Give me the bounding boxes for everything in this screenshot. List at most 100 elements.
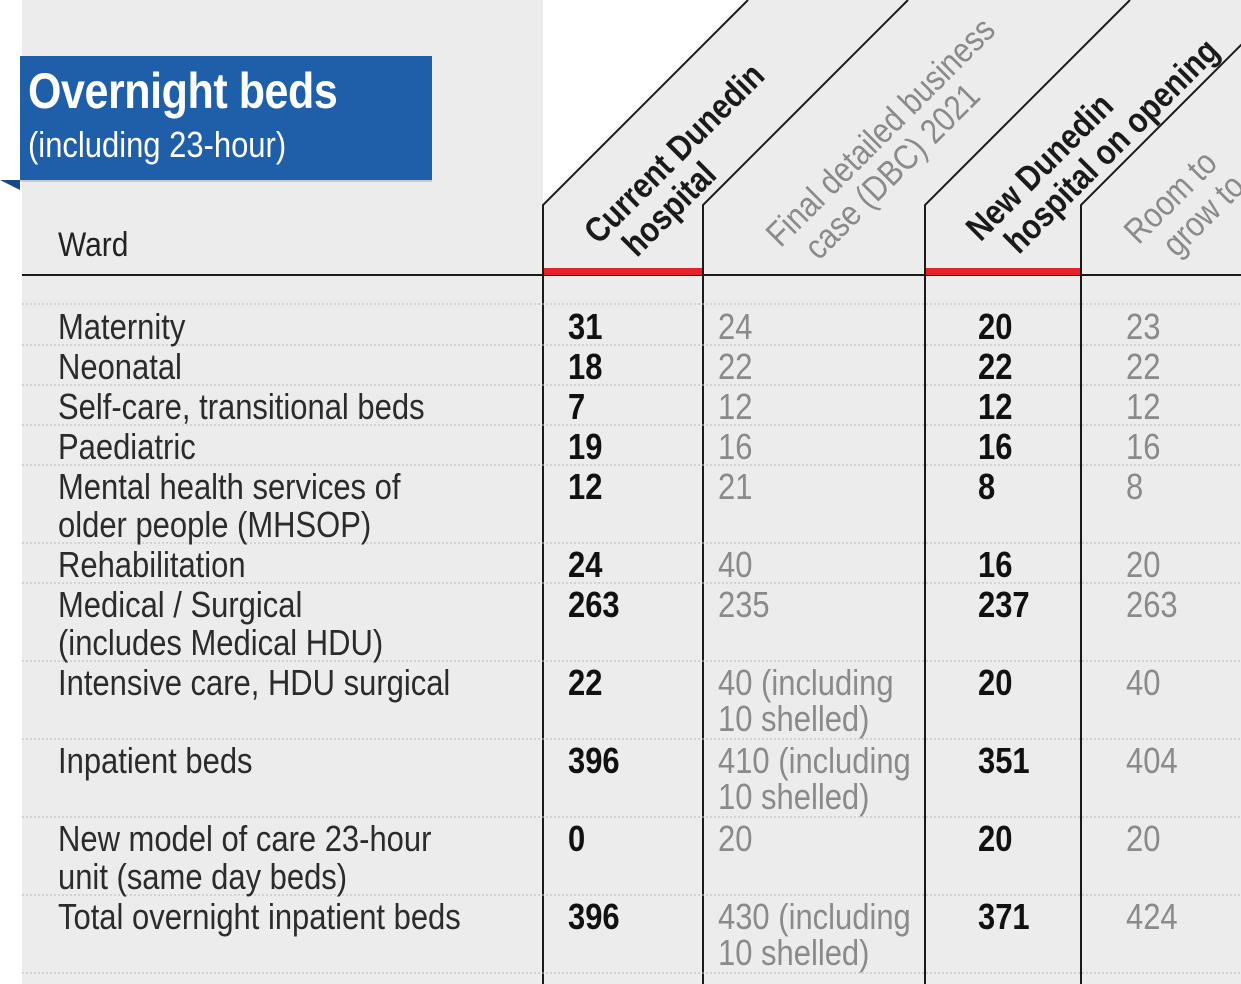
ward-label: Mental health services of [58,469,456,505]
ward-label-text: unit (same day beds) [58,856,348,897]
value-text: 12 [978,386,1013,427]
value-cell: 20 [718,821,758,857]
ward-label: Medical / Surgical [58,587,342,623]
value-text: 12 [718,386,753,427]
value-text: 8 [978,466,996,507]
ward-label-text: Medical / Surgical [58,584,303,625]
value-cell: 23 [1126,309,1166,345]
ward-label: Maternity [58,309,206,345]
ward-label: Inpatient beds [58,743,284,779]
column-divider [1080,43,1241,984]
value-cell: 24 [718,309,758,345]
ward-label: Paediatric [58,429,218,465]
value-text: 21 [718,466,753,507]
value-cell: 396 [568,899,628,935]
value-cell: 424 [1126,899,1186,935]
title-banner: Overnight beds (including 23-hour) [20,56,432,180]
value-cell: 20 [978,309,1018,345]
value-text: 10 shelled) [718,698,870,739]
ward-label-text: Intensive care, HDU surgical [58,662,451,703]
column-divider [924,0,1131,984]
value-cell: 410 (including [718,743,942,779]
ward-label: Rehabilitation [58,547,276,583]
value-text: 22 [568,662,603,703]
column-header-bg [1081,45,1241,275]
value-cell: 20 [978,665,1018,701]
value-text: 22 [978,346,1013,387]
value-text: 237 [978,584,1030,625]
value-cell: 237 [978,587,1038,623]
value-cell: 10 shelled) [718,701,894,737]
column-header-bg [925,0,1241,275]
ward-label-text: Mental health services of [58,466,401,507]
ward-label: Total overnight inpatient beds [58,899,526,935]
column-accent-bar [926,268,1080,275]
ward-column-header: Ward [58,226,129,264]
value-cell: 430 (including [718,899,942,935]
banner-fold [0,180,20,190]
value-cell: 31 [568,309,608,345]
value-text: 371 [978,896,1030,937]
column-divider [542,0,749,984]
body-panel [22,275,1241,984]
ward-label: older people (MHSOP) [58,507,422,543]
value-cell: 22 [1126,349,1166,385]
value-cell: 16 [978,547,1018,583]
ward-label: Self-care, transitional beds [58,389,484,425]
ward-label-text: Self-care, transitional beds [58,386,425,427]
value-cell: 22 [718,349,758,385]
value-text: 396 [568,896,620,937]
ward-label: Neonatal [58,349,202,385]
value-text: 12 [568,466,603,507]
value-cell: 16 [1126,429,1166,465]
value-text: 24 [568,544,603,585]
value-text: 19 [568,426,603,467]
ward-label-text: Neonatal [58,346,182,387]
value-cell: 22 [978,349,1018,385]
value-cell: 351 [978,743,1038,779]
value-text: 24 [718,306,753,347]
value-text: 263 [1126,584,1178,625]
value-text: 16 [718,426,753,467]
value-text: 20 [718,818,753,859]
value-text: 351 [978,740,1030,781]
value-cell: 12 [718,389,758,425]
value-text: 23 [1126,306,1161,347]
column-header-bg [703,0,1130,275]
value-cell: 24 [568,547,608,583]
value-cell: 20 [1126,821,1166,857]
ward-label-text: older people (MHSOP) [58,504,372,545]
value-text: 16 [1126,426,1161,467]
value-text: 20 [978,306,1013,347]
value-text: 16 [978,426,1013,467]
ward-label-text: Total overnight inpatient beds [58,896,461,937]
value-cell: 8 [1126,469,1146,505]
value-text: 12 [1126,386,1161,427]
value-cell: 19 [568,429,608,465]
value-text: 0 [568,818,586,859]
value-cell: 396 [568,743,628,779]
value-text: 10 shelled) [718,776,870,817]
value-cell: 8 [978,469,998,505]
value-text: 10 shelled) [718,932,870,973]
column-header-bg [543,0,908,275]
value-text: 20 [978,662,1013,703]
value-text: 40 [718,544,753,585]
value-cell: 22 [568,665,608,701]
ward-label: unit (same day beds) [58,859,394,895]
ward-label-text: Maternity [58,306,186,347]
chart-subtitle: (including 23-hour) [28,124,287,165]
value-text: 20 [978,818,1013,859]
value-cell: 12 [568,469,608,505]
value-cell: 10 shelled) [718,779,894,815]
value-text: 235 [718,584,770,625]
ward-label-text: Paediatric [58,426,196,467]
value-cell: 263 [568,587,628,623]
value-cell: 12 [978,389,1018,425]
value-text: 8 [1126,466,1144,507]
value-text: 16 [978,544,1013,585]
value-cell: 263 [1126,587,1186,623]
value-cell: 18 [568,349,608,385]
